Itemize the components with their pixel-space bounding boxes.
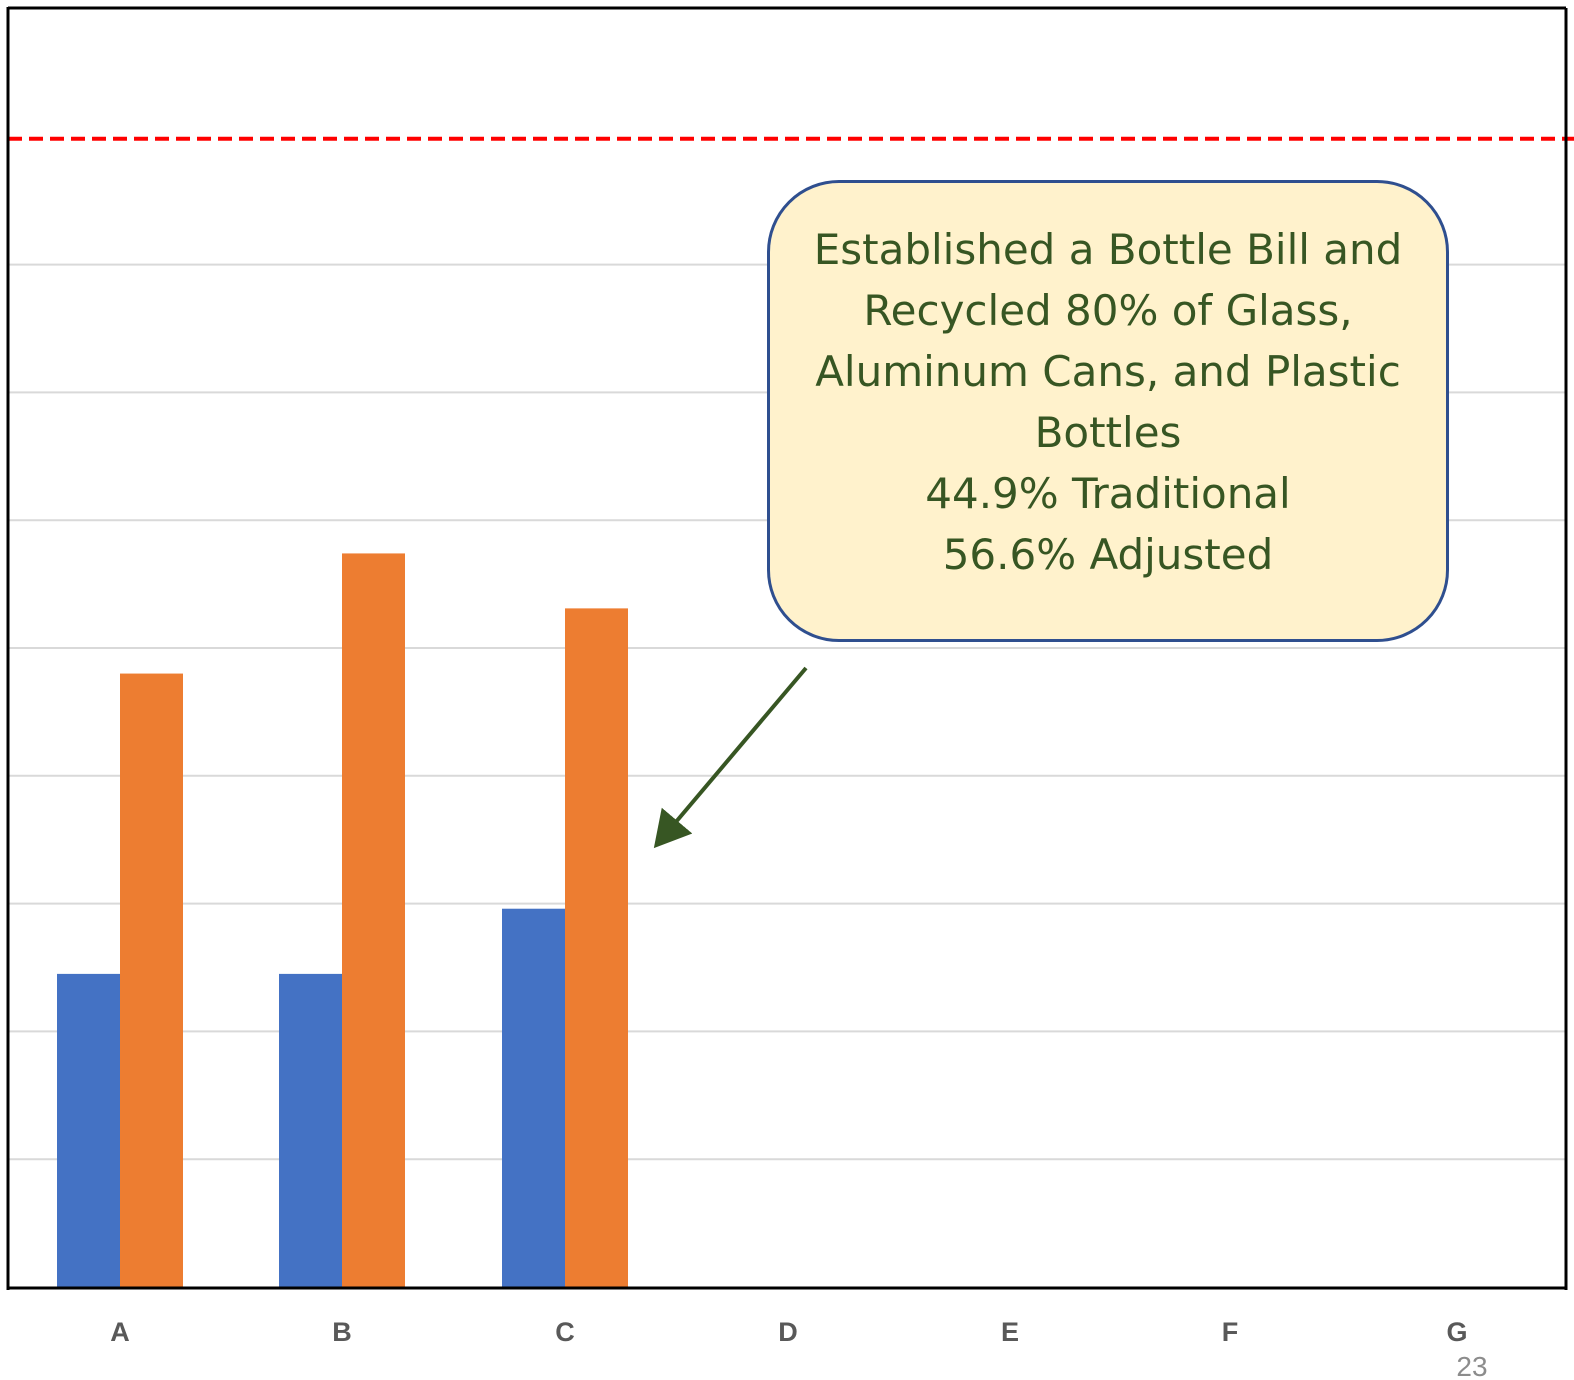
bar-b-series-1 bbox=[279, 973, 342, 1287]
annotation-line: 44.9% Traditional bbox=[925, 469, 1291, 518]
annotation-arrow bbox=[653, 666, 808, 849]
annotation-line: Bottles bbox=[1034, 408, 1182, 457]
category-label-d: D bbox=[778, 1317, 798, 1347]
bar-c-series-2 bbox=[565, 608, 628, 1287]
category-label-e: E bbox=[1001, 1317, 1019, 1347]
category-label-b: B bbox=[332, 1317, 352, 1347]
bar-b-series-2 bbox=[342, 553, 405, 1287]
category-label-c: C bbox=[555, 1317, 575, 1347]
annotation-arrow-group bbox=[653, 666, 808, 849]
annotation-line: Aluminum Cans, and Plastic bbox=[815, 347, 1401, 396]
category-labels: A B C D E F G bbox=[110, 1317, 1467, 1347]
annotation-line: 56.6% Adjusted bbox=[942, 530, 1274, 579]
bar-a-series-1 bbox=[57, 973, 120, 1287]
bar-a-series-2 bbox=[120, 673, 183, 1287]
bars bbox=[57, 553, 628, 1287]
annotation-line: Established a Bottle Bill and bbox=[813, 225, 1403, 274]
bar-c-series-1 bbox=[502, 908, 565, 1287]
plot-frame bbox=[6, 6, 1568, 1290]
annotation-line: Recycled 80% of Glass, bbox=[863, 286, 1353, 335]
category-label-g: G bbox=[1446, 1317, 1467, 1347]
category-label-a: A bbox=[110, 1317, 130, 1347]
category-label-f: F bbox=[1222, 1317, 1239, 1347]
page-number: 23 bbox=[1456, 1351, 1487, 1380]
annotation-callout: Established a Bottle Bill and Recycled 80… bbox=[767, 180, 1449, 642]
